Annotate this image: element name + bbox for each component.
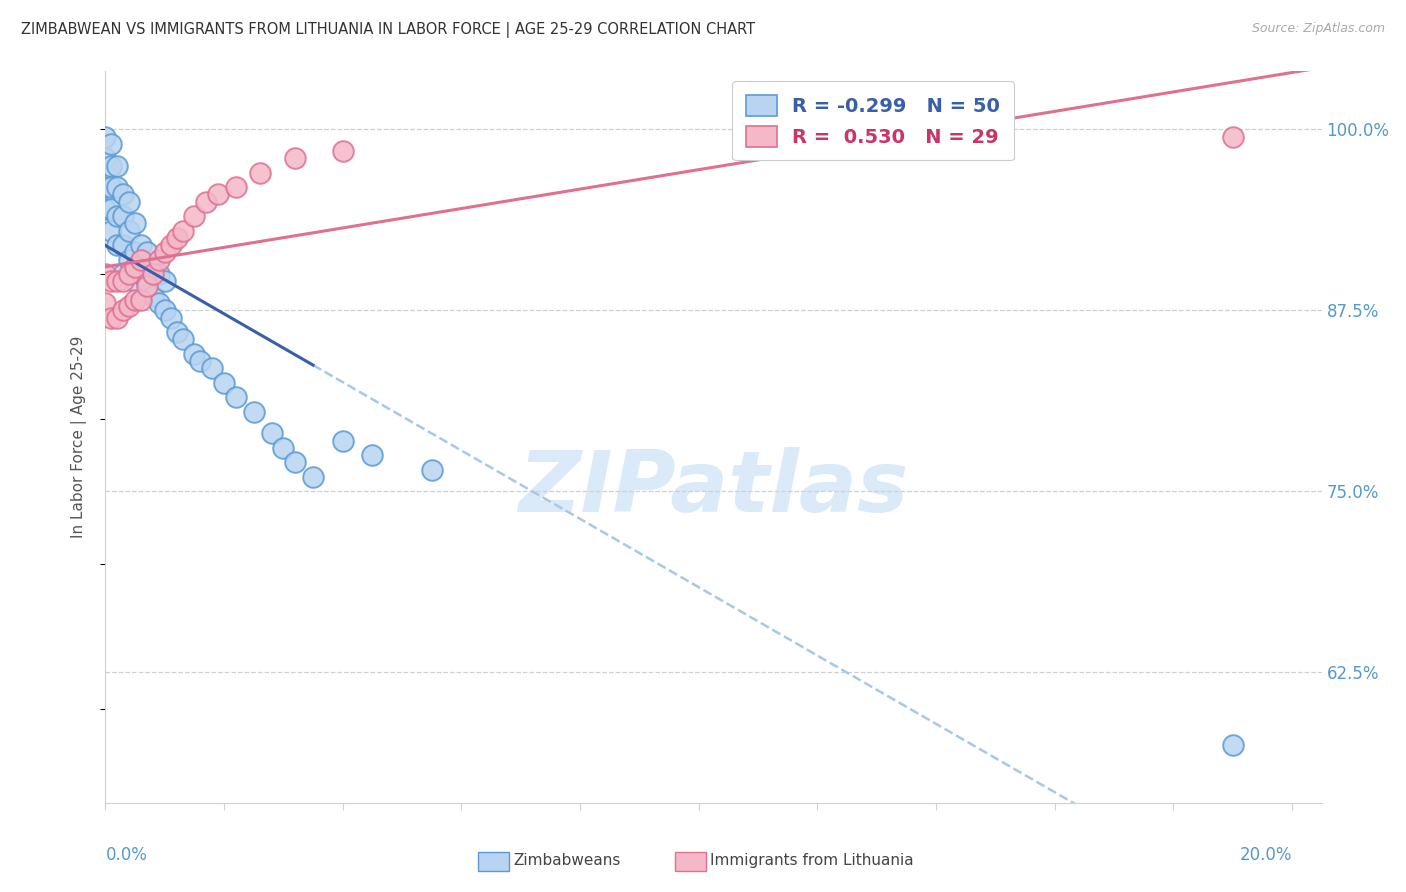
Point	[420, 463, 443, 477]
Point	[94, 267, 117, 281]
Point	[112, 238, 135, 252]
Point	[112, 274, 135, 288]
Point	[172, 332, 194, 346]
Text: 20.0%: 20.0%	[1240, 847, 1292, 864]
Point	[302, 470, 325, 484]
Point	[148, 252, 170, 267]
Y-axis label: In Labor Force | Age 25-29: In Labor Force | Age 25-29	[70, 336, 87, 538]
Point	[136, 245, 159, 260]
Point	[124, 293, 146, 308]
Point	[273, 441, 295, 455]
Point	[148, 296, 170, 310]
Text: 0.0%: 0.0%	[105, 847, 148, 864]
Point	[118, 267, 141, 281]
Point	[100, 180, 122, 194]
Point	[94, 151, 117, 165]
Point	[94, 202, 117, 216]
Point	[142, 289, 165, 303]
Point	[183, 347, 205, 361]
Point	[142, 267, 165, 281]
Point	[118, 194, 141, 209]
Point	[332, 434, 354, 448]
Text: Immigrants from Lithuania: Immigrants from Lithuania	[710, 854, 914, 868]
Point	[190, 354, 212, 368]
Point	[242, 405, 264, 419]
Point	[105, 209, 128, 223]
Point	[201, 361, 224, 376]
Point	[332, 144, 354, 158]
Point	[207, 187, 229, 202]
Point	[105, 238, 128, 252]
Point	[153, 245, 176, 260]
Point	[129, 267, 152, 281]
Point	[124, 245, 146, 260]
Point	[105, 180, 128, 194]
Point	[183, 209, 205, 223]
Point	[361, 448, 384, 462]
Point	[166, 231, 188, 245]
Point	[159, 238, 181, 252]
Point	[100, 274, 122, 288]
Point	[100, 159, 122, 173]
Point	[129, 238, 152, 252]
Point	[159, 310, 181, 325]
Point	[153, 303, 176, 318]
Point	[94, 129, 117, 144]
Point	[94, 296, 117, 310]
Point	[225, 180, 247, 194]
Point	[112, 209, 135, 223]
Point	[284, 455, 307, 469]
Point	[112, 267, 135, 281]
Point	[124, 216, 146, 230]
Text: Source: ZipAtlas.com: Source: ZipAtlas.com	[1251, 22, 1385, 36]
Point	[195, 194, 218, 209]
Point	[142, 260, 165, 274]
Point	[100, 224, 122, 238]
Point	[94, 180, 117, 194]
Point	[118, 299, 141, 313]
Point	[124, 274, 146, 288]
Point	[166, 325, 188, 339]
Point	[249, 166, 271, 180]
Point	[124, 260, 146, 274]
Point	[148, 267, 170, 281]
Point	[284, 151, 307, 165]
Point	[172, 224, 194, 238]
Point	[129, 293, 152, 308]
Point	[105, 159, 128, 173]
Point	[118, 224, 141, 238]
Text: ZIPatlas: ZIPatlas	[519, 447, 908, 530]
Point	[212, 376, 235, 390]
Point	[129, 252, 152, 267]
Point	[105, 274, 128, 288]
Point	[112, 187, 135, 202]
Point	[100, 202, 122, 216]
Point	[100, 310, 122, 325]
Point	[153, 274, 176, 288]
Point	[1222, 129, 1244, 144]
Point	[105, 310, 128, 325]
Point	[118, 252, 141, 267]
Point	[1222, 738, 1244, 752]
Point	[136, 278, 159, 293]
Point	[225, 390, 247, 404]
Point	[260, 426, 283, 441]
Text: ZIMBABWEAN VS IMMIGRANTS FROM LITHUANIA IN LABOR FORCE | AGE 25-29 CORRELATION C: ZIMBABWEAN VS IMMIGRANTS FROM LITHUANIA …	[21, 22, 755, 38]
Point	[100, 136, 122, 151]
Point	[136, 274, 159, 288]
Text: Zimbabweans: Zimbabweans	[513, 854, 620, 868]
Legend: R = -0.299   N = 50, R =  0.530   N = 29: R = -0.299 N = 50, R = 0.530 N = 29	[733, 81, 1014, 161]
Point	[112, 303, 135, 318]
